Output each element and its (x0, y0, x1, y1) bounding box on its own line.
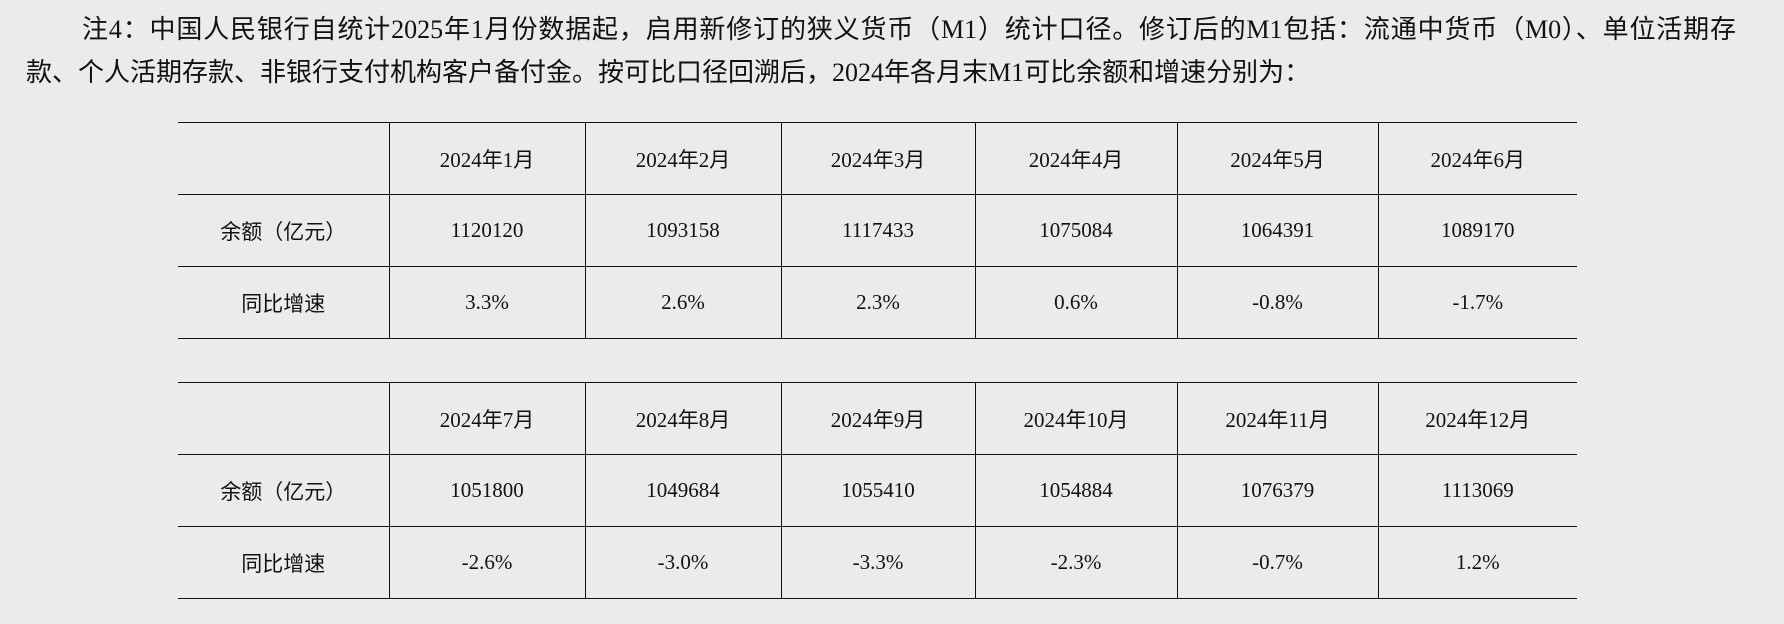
row-label: 同比增速 (178, 526, 389, 599)
cell: -3.0% (584, 526, 781, 599)
data-row: 余额（亿元） 1051800 1049684 1055410 1054884 107637… (178, 454, 1577, 527)
cell: 1049684 (584, 454, 781, 527)
column-header: 2024年11月 (1176, 382, 1378, 455)
note: 注4：中国人民银行自统计2025年1月份数据起，启用新修订的狭义货币（M1）统计… (26, 15, 1736, 87)
cell: 1.2% (1377, 526, 1577, 599)
cell: 2.6% (584, 266, 781, 339)
cell: 3.3% (388, 266, 585, 339)
cell: 0.6% (974, 266, 1177, 339)
data-table: 2024年7月 2024年8月 2024年9月 2024年10月 2024年11月 202… (178, 382, 1577, 599)
cell: -1.7% (1377, 266, 1577, 339)
cell: 1054884 (974, 454, 1177, 527)
data-row: 同比增速 -2.6% -3.0% -3.3% -2.3% -0.7% 1.2% (178, 526, 1577, 599)
column-header: 2024年4月 (974, 122, 1177, 195)
cell: 1089170 (1377, 194, 1577, 267)
column-header: 2024年7月 (388, 382, 585, 455)
corner-cell (178, 122, 389, 195)
cell: 1120120 (388, 194, 585, 267)
cell: -3.3% (780, 526, 975, 599)
data-row: 余额（亿元） 1120120 1093158 1117433 1075084 106439… (178, 194, 1577, 267)
column-header: 2024年9月 (780, 382, 975, 455)
header-row: 2024年7月 2024年8月 2024年9月 2024年10月 2024年11月 202… (178, 382, 1577, 455)
cell: 1093158 (584, 194, 781, 267)
cell: 1113069 (1377, 454, 1577, 527)
cell: 2.3% (780, 266, 975, 339)
column-header: 2024年8月 (584, 382, 781, 455)
cell: 1117433 (780, 194, 975, 267)
cell: -2.3% (974, 526, 1177, 599)
cell: 1076379 (1176, 454, 1378, 527)
column-header: 2024年10月 (974, 382, 1177, 455)
column-header: 2024年12月 (1377, 382, 1577, 455)
data-table: 2024年1月 2024年2月 2024年3月 2024年4月 2024年5月 2024年… (178, 122, 1577, 339)
cell: 1051800 (388, 454, 585, 527)
data-row: 同比增速 3.3% 2.6% 2.3% 0.6% -0.8% -1.7% (178, 266, 1577, 339)
column-header: 2024年2月 (584, 122, 781, 195)
corner-cell (178, 382, 389, 455)
cell: 1075084 (974, 194, 1177, 267)
row-label: 余额（亿元） (178, 454, 389, 527)
cell: 1064391 (1176, 194, 1378, 267)
cell: -0.8% (1176, 266, 1378, 339)
row-label: 余额（亿元） (178, 194, 389, 267)
header-row: 2024年1月 2024年2月 2024年3月 2024年4月 2024年5月 2024年… (178, 122, 1577, 195)
cell: -0.7% (1176, 526, 1378, 599)
cell: 1055410 (780, 454, 975, 527)
column-header: 2024年3月 (780, 122, 975, 195)
cell: -2.6% (388, 526, 585, 599)
row-label: 同比增速 (178, 266, 389, 339)
column-header: 2024年5月 (1176, 122, 1378, 195)
column-header: 2024年1月 (388, 122, 585, 195)
column-header: 2024年6月 (1377, 122, 1577, 195)
